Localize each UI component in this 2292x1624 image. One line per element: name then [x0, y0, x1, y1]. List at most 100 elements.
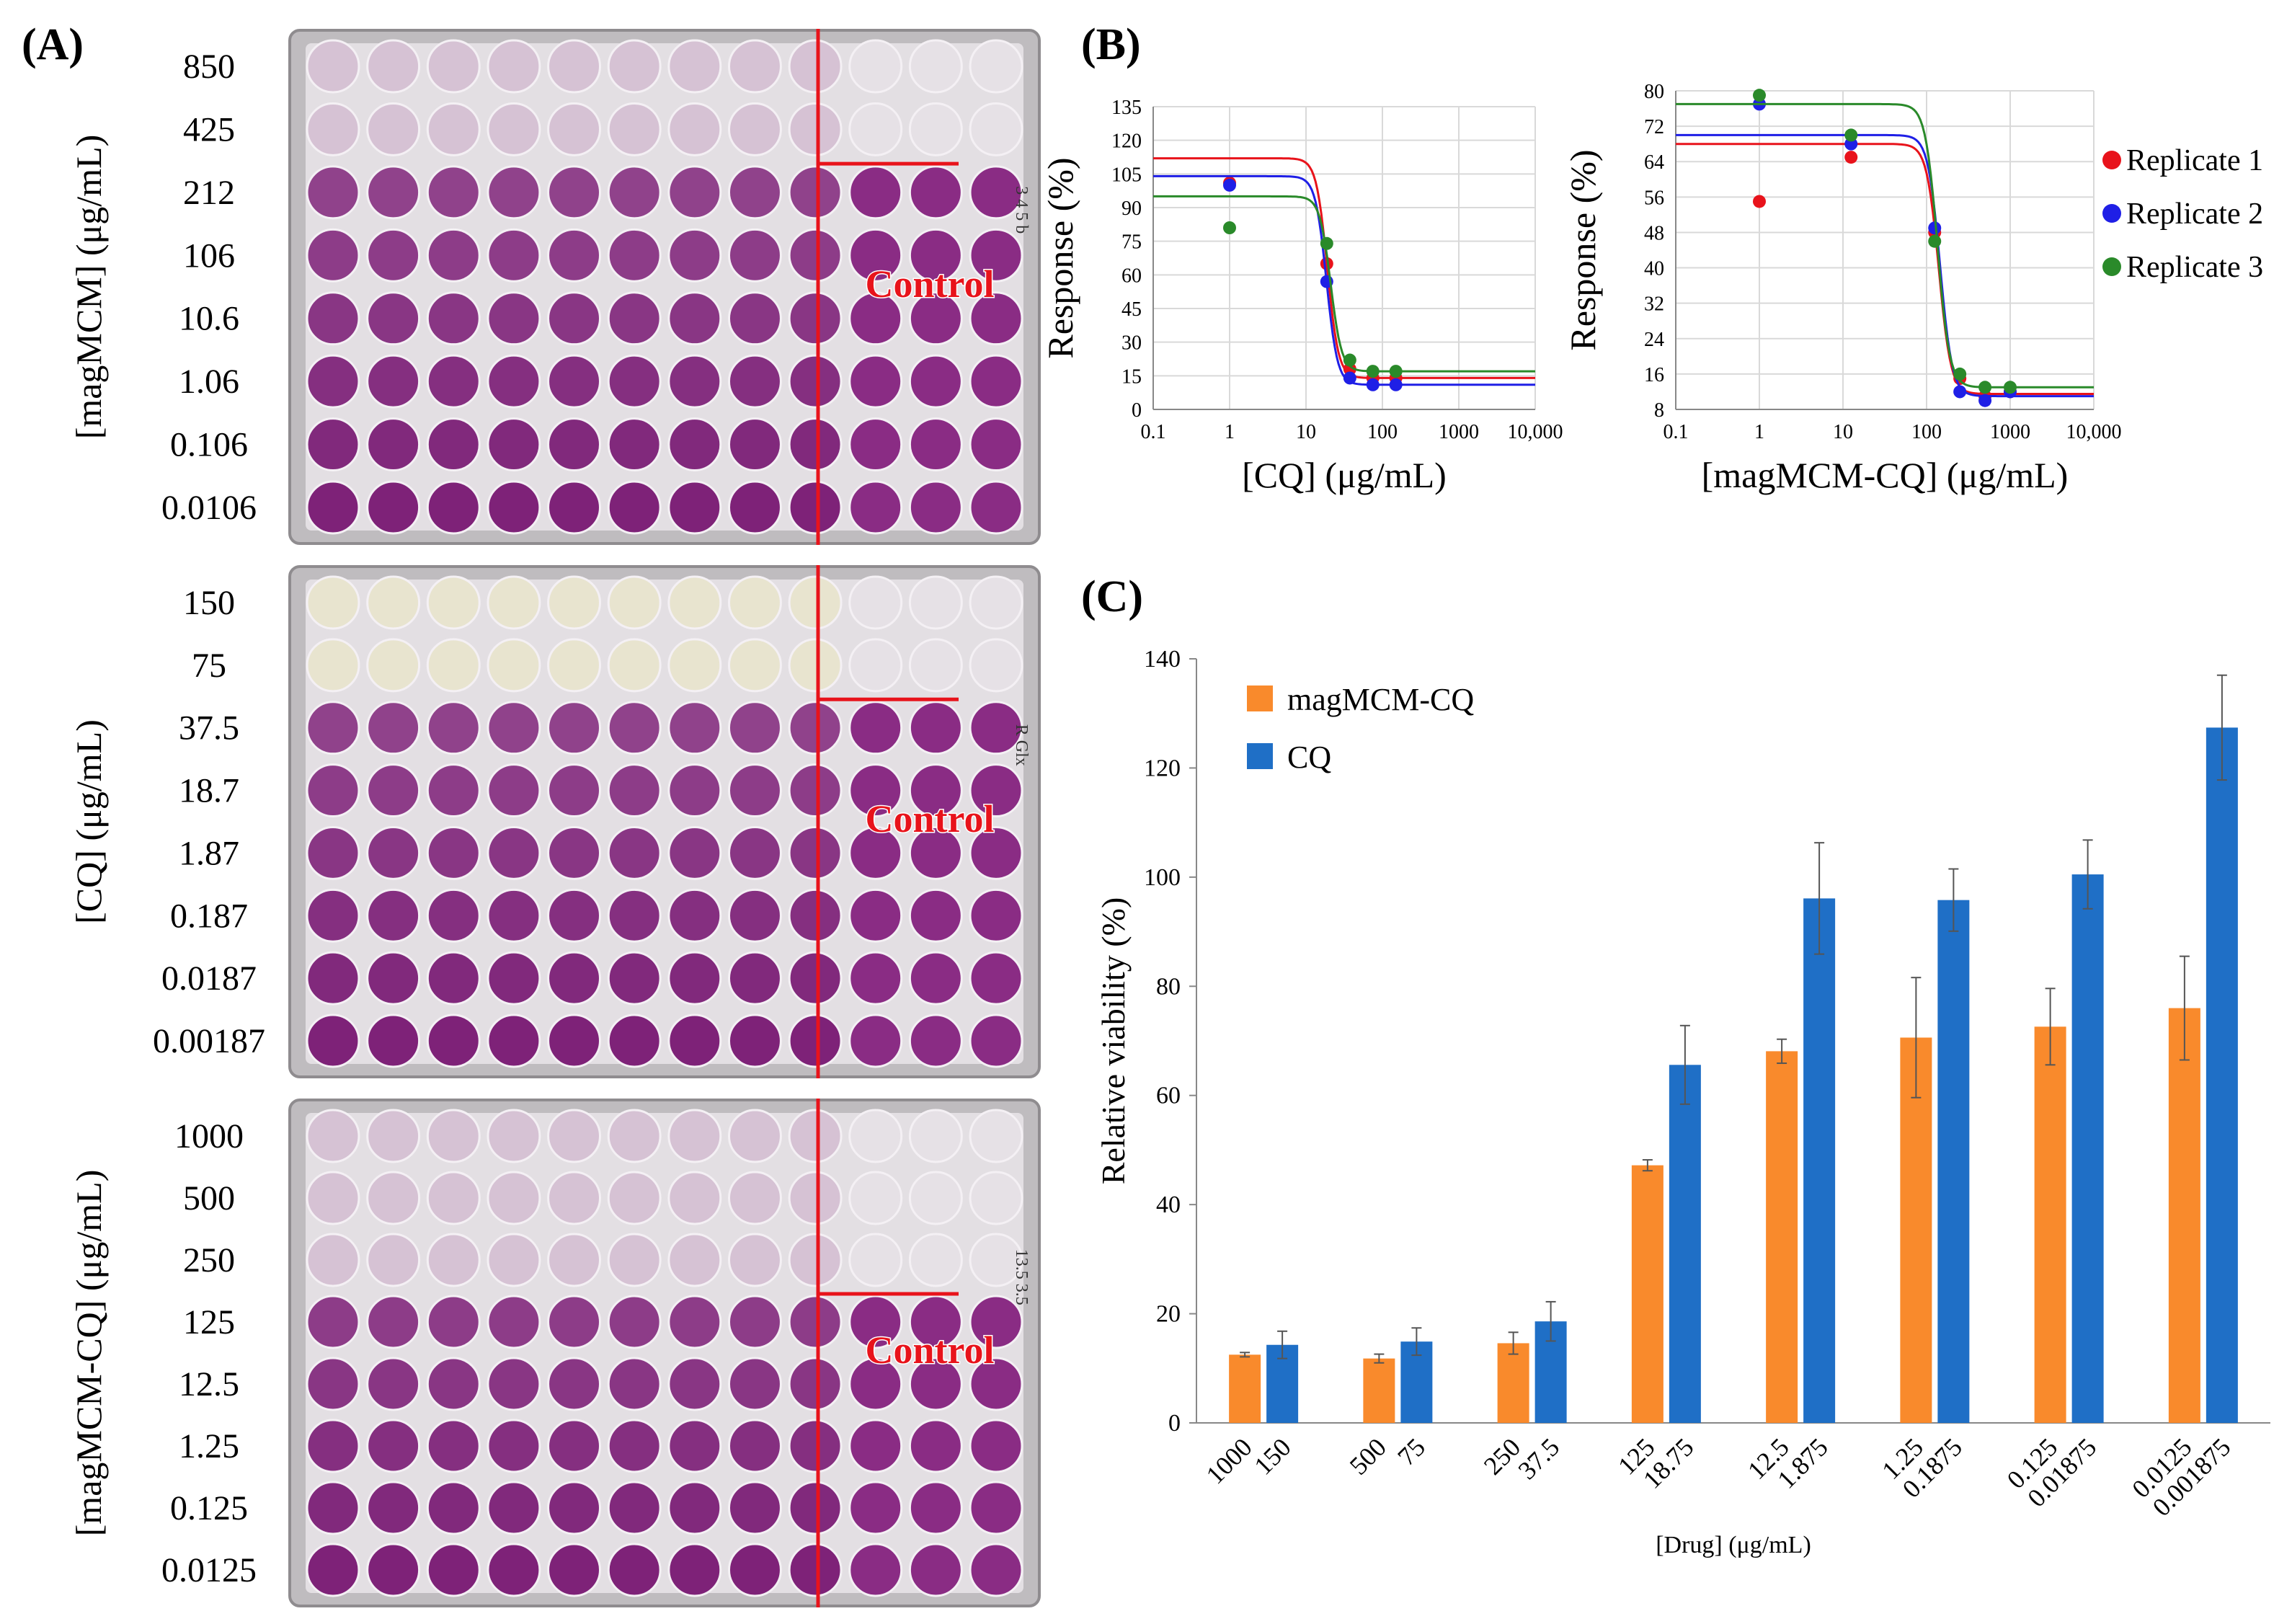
well: [667, 888, 722, 943]
well: [667, 701, 722, 755]
well: [727, 228, 782, 283]
y-tick-label: 90: [1121, 198, 1142, 220]
data-point: [1844, 128, 1858, 142]
well: [969, 951, 1023, 1006]
well: [547, 888, 602, 943]
bar-cq: [2071, 874, 2104, 1423]
well: [969, 228, 1023, 283]
legend-swatch: [1247, 743, 1273, 769]
well: [969, 701, 1023, 755]
well: [487, 1481, 541, 1535]
well: [426, 1295, 481, 1349]
handwritten-note: 3 4 5 b: [1012, 186, 1031, 234]
data-point: [1978, 394, 1992, 407]
well: [547, 354, 602, 409]
well: [487, 951, 541, 1006]
well: [848, 1233, 903, 1287]
well: [607, 638, 662, 693]
well: [667, 291, 722, 346]
well: [908, 417, 963, 472]
well: [848, 1295, 903, 1349]
well: [848, 165, 903, 220]
legend-label: Replicate 3: [2126, 251, 2263, 284]
well: [848, 951, 903, 1006]
concentration-label: 150: [183, 584, 235, 622]
y-tick-label: 40: [1156, 1192, 1181, 1218]
fit-curve-replicate-1: [1676, 143, 2094, 395]
well: [426, 1233, 481, 1287]
well: [667, 1357, 722, 1411]
well: [547, 1419, 602, 1473]
well: [366, 1013, 421, 1068]
well: [848, 354, 903, 409]
well: [426, 480, 481, 535]
well: [487, 825, 541, 880]
well: [667, 480, 722, 535]
well: [607, 763, 662, 818]
x-tick-label: 10: [1296, 421, 1316, 443]
well: [667, 165, 722, 220]
data-point: [1389, 365, 1403, 378]
data-point: [1389, 378, 1403, 391]
well: [848, 1171, 903, 1225]
well: [487, 165, 541, 220]
well: [727, 1233, 782, 1287]
well: [607, 888, 662, 943]
y-tick-label: 80: [1644, 81, 1664, 103]
well: [848, 1013, 903, 1068]
well: [727, 1013, 782, 1068]
bar-magmcm-cq: [1766, 1051, 1798, 1423]
y-tick-label: 64: [1644, 151, 1664, 174]
well: [848, 417, 903, 472]
concentration-label: 0.0106: [161, 489, 257, 527]
well: [487, 480, 541, 535]
well: [969, 1233, 1023, 1287]
well: [547, 1109, 602, 1163]
y-tick-label: 16: [1644, 364, 1664, 386]
well: [667, 1419, 722, 1473]
control-label: Control: [865, 262, 994, 306]
well: [727, 763, 782, 818]
concentration-label: 1.87: [179, 834, 239, 872]
well: [487, 1013, 541, 1068]
well: [908, 1295, 963, 1349]
data-point: [1366, 365, 1380, 378]
well: [306, 701, 360, 755]
y-tick-label: 60: [1156, 1083, 1181, 1109]
well: [727, 417, 782, 472]
well: [727, 951, 782, 1006]
well: [547, 39, 602, 94]
y-tick-label: 24: [1644, 329, 1664, 351]
plate-surface: [306, 1113, 1023, 1593]
well: [426, 1543, 481, 1597]
plate-axis-label: [magMCM-CQ] (μg/mL): [68, 1170, 109, 1537]
well: [607, 1543, 662, 1597]
data-point: [1753, 89, 1766, 102]
well: [366, 763, 421, 818]
well: [547, 1295, 602, 1349]
cq-dose-response-chart: 0 15 30 45 60 75 90 105 120 135 0.1 1 10 100 1000 10,00…: [1040, 97, 1563, 495]
y-tick-label: 120: [1144, 755, 1181, 781]
well: [727, 165, 782, 220]
plate-3: Control 13.5 3.5: [288, 1099, 1041, 1607]
well: [306, 1233, 360, 1287]
x-tick-label-cq: 75: [1392, 1432, 1431, 1471]
well: [426, 1357, 481, 1411]
y-tick-label: 72: [1644, 116, 1664, 138]
x-tick-label: 1000: [1439, 421, 1479, 443]
concentration-label: 0.106: [170, 426, 248, 464]
well: [487, 763, 541, 818]
plate-2: Control R Glx: [288, 565, 1041, 1078]
well: [366, 1419, 421, 1473]
control-label: Control: [865, 797, 994, 840]
concentration-label: 18.7: [179, 772, 239, 810]
x-tick-label-cq: 150: [1248, 1432, 1296, 1480]
concentration-label: 500: [183, 1179, 235, 1217]
handwritten-note: R Glx: [1012, 724, 1031, 766]
well: [487, 701, 541, 755]
well: [727, 480, 782, 535]
legend-swatch: [1247, 685, 1273, 711]
well: [908, 701, 963, 755]
well: [969, 888, 1023, 943]
well: [306, 228, 360, 283]
